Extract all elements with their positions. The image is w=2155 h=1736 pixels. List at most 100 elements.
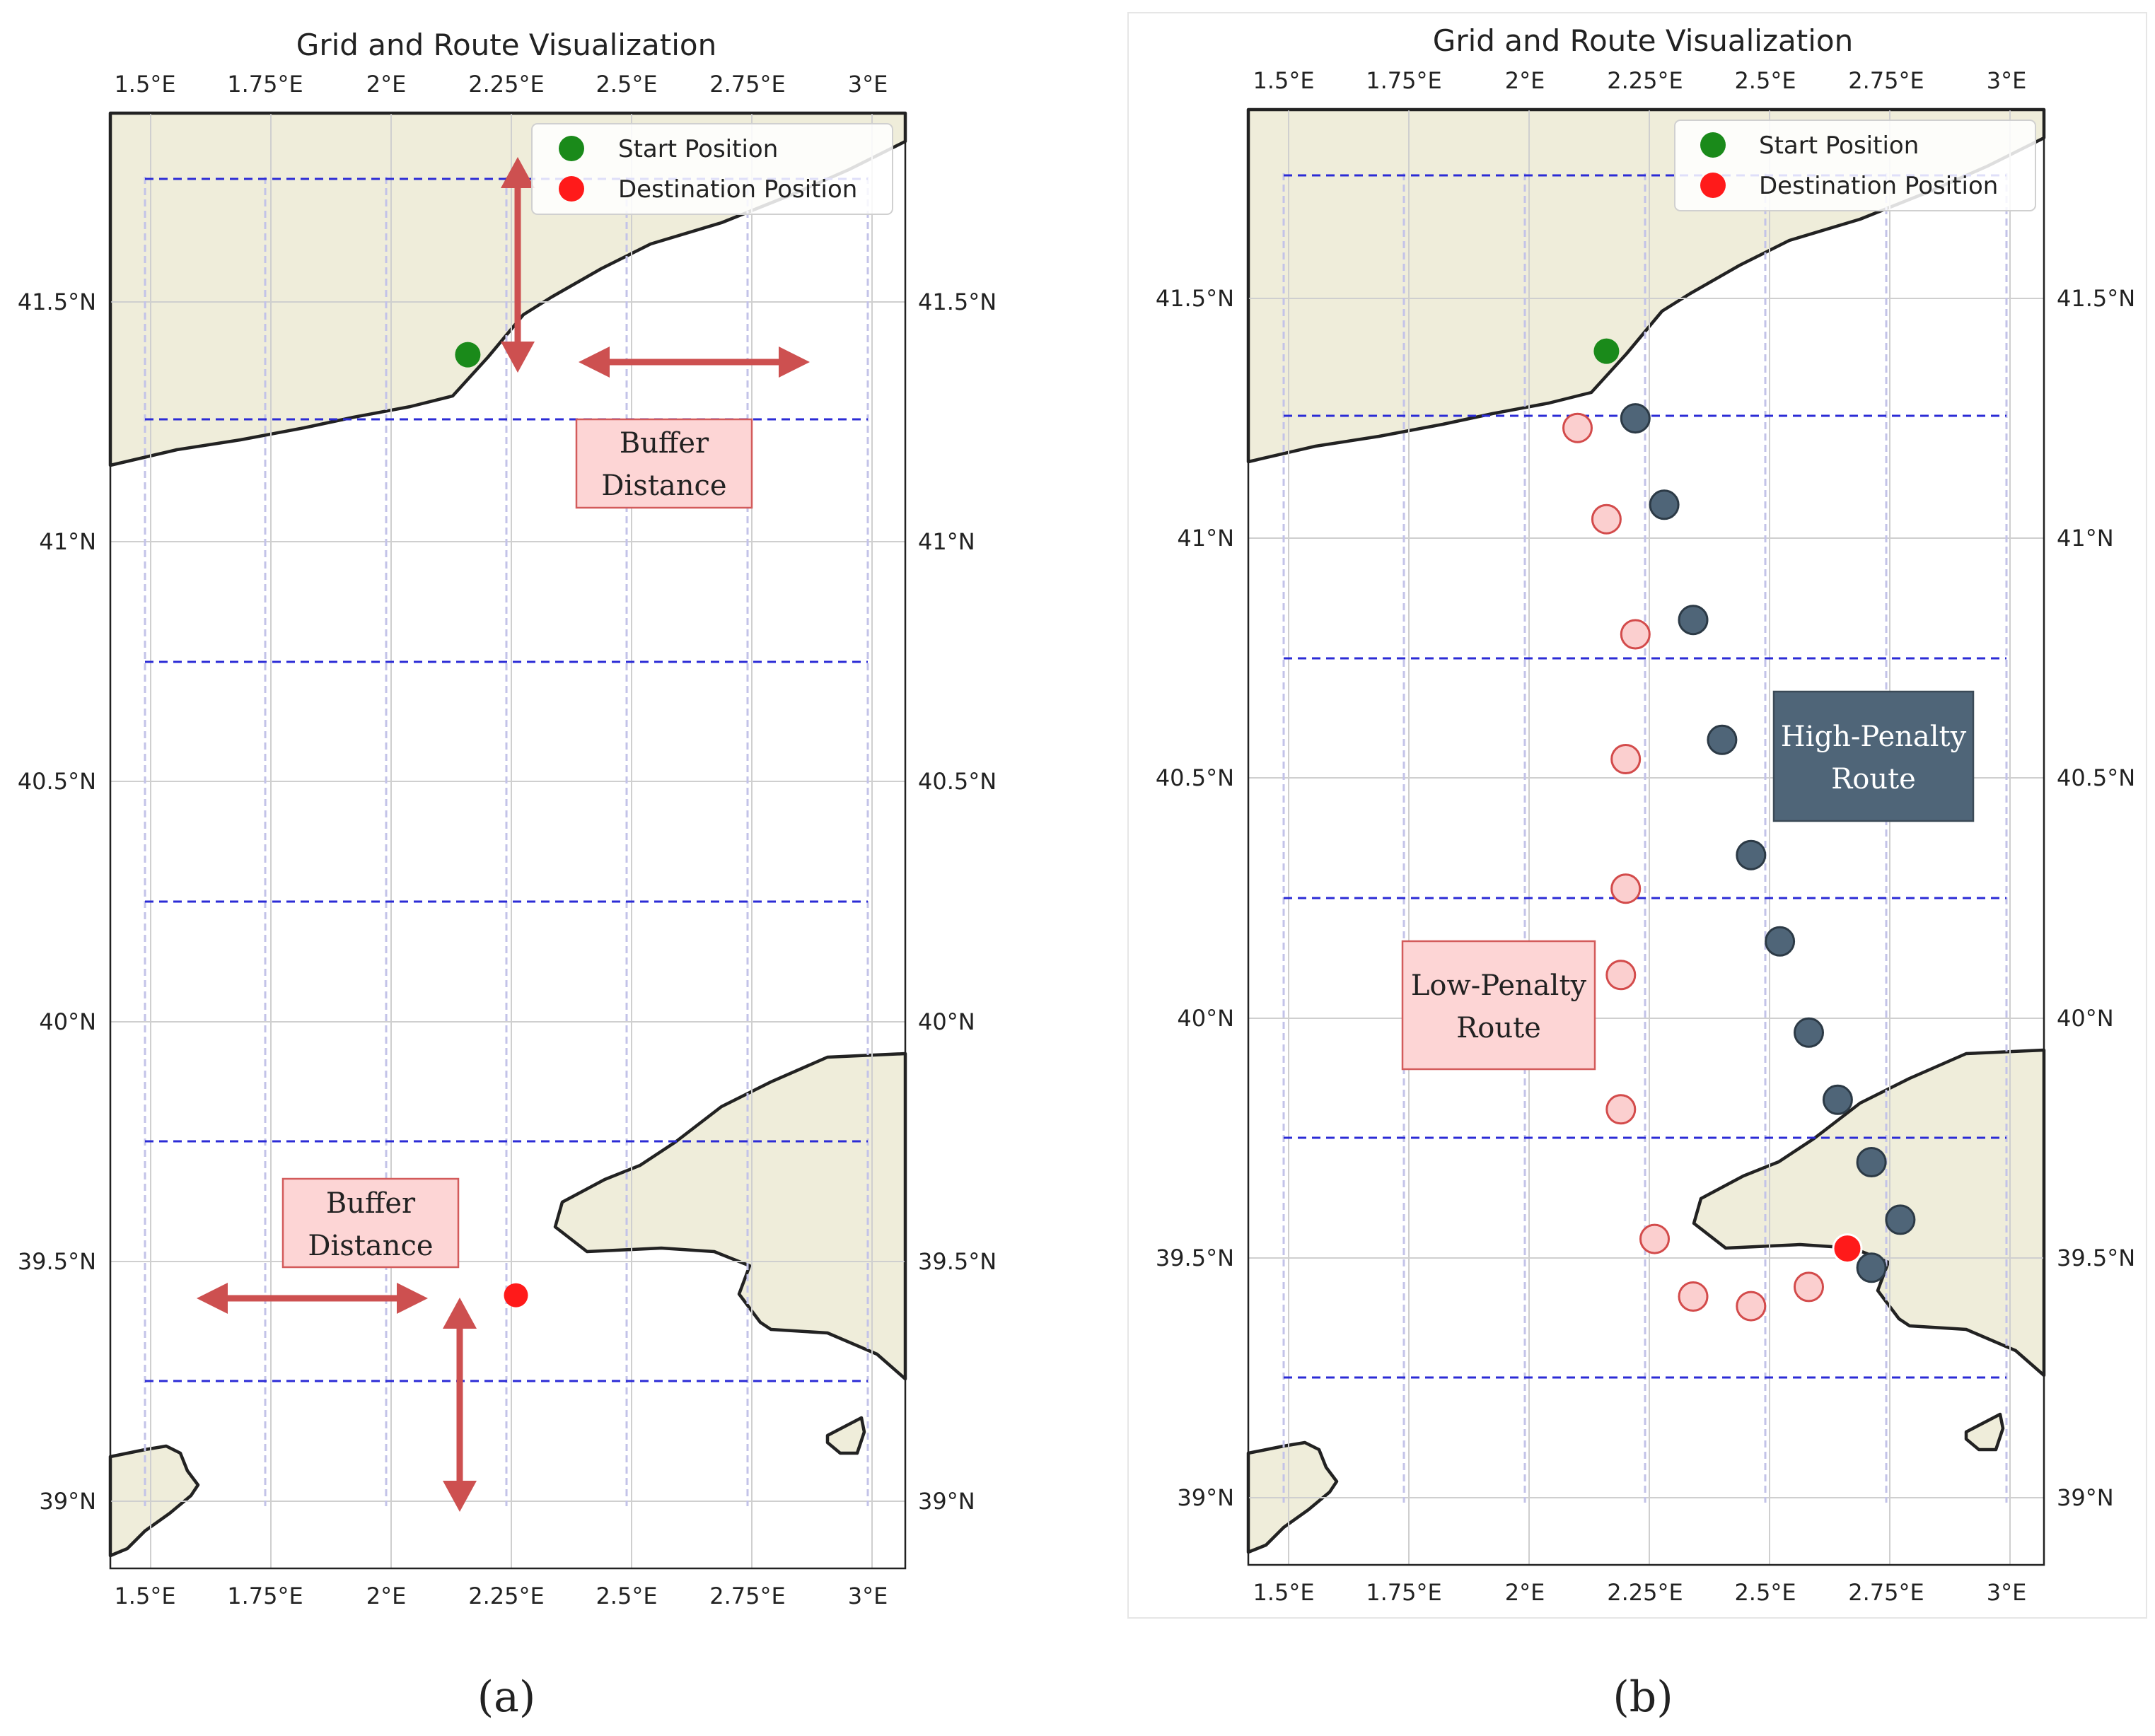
tick-label: 2.5°E (596, 1583, 657, 1609)
tick-label: 2°E (1505, 67, 1545, 94)
map-panel-b: Grid and Route Visualization (1127, 12, 2147, 1722)
tick-label: 1.75°E (1366, 67, 1441, 94)
buffer-label-line1: Buffer (620, 427, 709, 460)
map-panel-a: Grid and Route Visualization (18, 28, 997, 1722)
tick-label: 40°N (918, 1008, 975, 1035)
map-title: Grid and Route Visualization (296, 28, 716, 62)
land-islet (1964, 1412, 2005, 1452)
low-penalty-route-label: Low-Penalty Route (1401, 940, 1596, 1071)
tick-label: 2.75°E (709, 1583, 785, 1609)
tick-label: 39°N (39, 1488, 96, 1515)
buffer-arrows (197, 157, 810, 1512)
map-area: High-Penalty Route Low-Penalty Route Sta… (1246, 107, 2046, 1565)
low-penalty-waypoint (1610, 873, 1642, 904)
high-penalty-waypoint (1885, 1204, 1916, 1235)
tick-label: 2.25°E (1607, 67, 1683, 94)
buffer-arrow-horizontal-bottom (197, 1283, 428, 1314)
tick-label: 2.75°E (709, 71, 785, 98)
tick-label: 2°E (1505, 1579, 1545, 1606)
buffer-label-line2: Distance (601, 470, 726, 502)
low-penalty-waypoint (1610, 744, 1642, 774)
tick-label: 41°N (918, 528, 975, 555)
tick-label: 41.5°N (18, 289, 96, 315)
low-penalty-waypoint (1639, 1223, 1670, 1254)
tick-label: 41°N (1177, 525, 1234, 552)
legend-destination-marker (1700, 173, 1726, 198)
destination-position-marker (1832, 1233, 1863, 1264)
plot-frame (109, 112, 907, 1570)
high-penalty-route (1620, 403, 1916, 1283)
tick-label: 2.5°E (1734, 67, 1796, 94)
high-penalty-waypoint (1856, 1252, 1887, 1283)
caption-a: (a) (477, 1672, 536, 1722)
legend-start-label: Start Position (618, 135, 778, 163)
tick-label: 2.5°E (596, 71, 657, 98)
lon-ticks-top: 1.5°E 1.75°E 2°E 2.25°E 2.5°E 2.75°E 3°E (1253, 67, 2026, 94)
tick-label: 40°N (1177, 1005, 1234, 1032)
tick-label: 41.5°N (918, 289, 997, 315)
lat-ticks-left: 41.5°N 41°N 40.5°N 40°N 39.5°N 39°N (18, 289, 96, 1515)
caption-b: (b) (1613, 1672, 1673, 1722)
tick-label: 41.5°N (1156, 285, 1234, 312)
tick-label: 41.5°N (2057, 285, 2135, 312)
lon-ticks-top: 1.5°E 1.75°E 2°E 2.25°E 2.5°E 2.75°E 3°E (114, 71, 888, 98)
tick-label: 40.5°N (2057, 764, 2135, 791)
land-island-east (1692, 1048, 2046, 1377)
tick-label: 40°N (39, 1008, 96, 1035)
tick-label: 41°N (2057, 525, 2114, 552)
tick-label: 1.5°E (114, 71, 175, 98)
tick-label: 40.5°N (18, 768, 96, 795)
map-title: Grid and Route Visualization (1433, 23, 1853, 58)
destination-position-marker (504, 1283, 528, 1307)
tick-label: 39.5°N (918, 1248, 997, 1275)
low-penalty-waypoint (1736, 1291, 1767, 1322)
tick-label: 3°E (1987, 67, 2027, 94)
tick-label: 2°E (366, 71, 407, 98)
low-penalty-waypoint (1620, 619, 1651, 650)
low-penalty-route (1562, 412, 1824, 1322)
buffer-label-line1: Buffer (326, 1187, 416, 1220)
low-penalty-waypoint (1794, 1271, 1824, 1303)
tick-label: 1.5°E (114, 1583, 175, 1609)
tick-label: 40.5°N (1156, 764, 1234, 791)
high-penalty-label-line1: High-Penalty (1781, 721, 1967, 753)
high-penalty-waypoint (1736, 839, 1767, 870)
lon-ticks-bottom: 1.5°E 1.75°E 2°E 2.25°E 2.5°E 2.75°E 3°E (1253, 1579, 2026, 1606)
grid (1248, 110, 2044, 1565)
tick-label: 41°N (39, 528, 96, 555)
high-penalty-waypoint (1678, 605, 1709, 636)
tick-label: 40°N (2057, 1005, 2114, 1032)
buffer-arrow-horizontal-top (579, 346, 810, 378)
tick-label: 39°N (1177, 1484, 1234, 1511)
tick-label: 2.25°E (468, 1583, 544, 1609)
buffer-arrow-vertical-top (501, 157, 535, 373)
tick-label: 3°E (848, 1583, 888, 1609)
low-penalty-waypoint (1591, 503, 1622, 535)
lat-ticks-right: 41.5°N 41°N 40.5°N 40°N 39.5°N 39°N (2057, 285, 2135, 1511)
high-penalty-waypoint (1707, 724, 1738, 755)
high-penalty-waypoint (1794, 1017, 1824, 1048)
high-penalty-waypoint (1649, 489, 1680, 520)
legend-start-marker (1700, 132, 1726, 158)
land-island-east (553, 1051, 907, 1381)
high-penalty-waypoint (1822, 1084, 1853, 1115)
low-penalty-waypoint (1562, 412, 1593, 443)
tick-label: 39°N (918, 1488, 975, 1515)
tick-label: 1.5°E (1253, 67, 1314, 94)
tick-label: 2.5°E (1734, 1579, 1796, 1606)
legend-start-marker (559, 136, 584, 161)
tick-label: 39.5°N (18, 1248, 96, 1275)
lat-ticks-left: 41.5°N 41°N 40.5°N 40°N 39.5°N 39°N (1156, 285, 1234, 1511)
land-islet (825, 1416, 866, 1455)
high-penalty-waypoint (1765, 926, 1796, 957)
map-area: Buffer Distance Buffer Distance Start Po… (108, 111, 907, 1568)
tick-label: 1.5°E (1253, 1579, 1314, 1606)
legend-destination-label: Destination Position (618, 175, 857, 204)
tick-label: 2.25°E (468, 71, 544, 98)
buffer-arrow-vertical-bottom (443, 1298, 477, 1512)
start-position-marker (1593, 338, 1620, 364)
lon-ticks-bottom: 1.5°E 1.75°E 2°E 2.25°E 2.5°E 2.75°E 3°E (114, 1583, 888, 1609)
tick-label: 39°N (2057, 1484, 2114, 1511)
buffer-label-line2: Distance (308, 1230, 433, 1262)
